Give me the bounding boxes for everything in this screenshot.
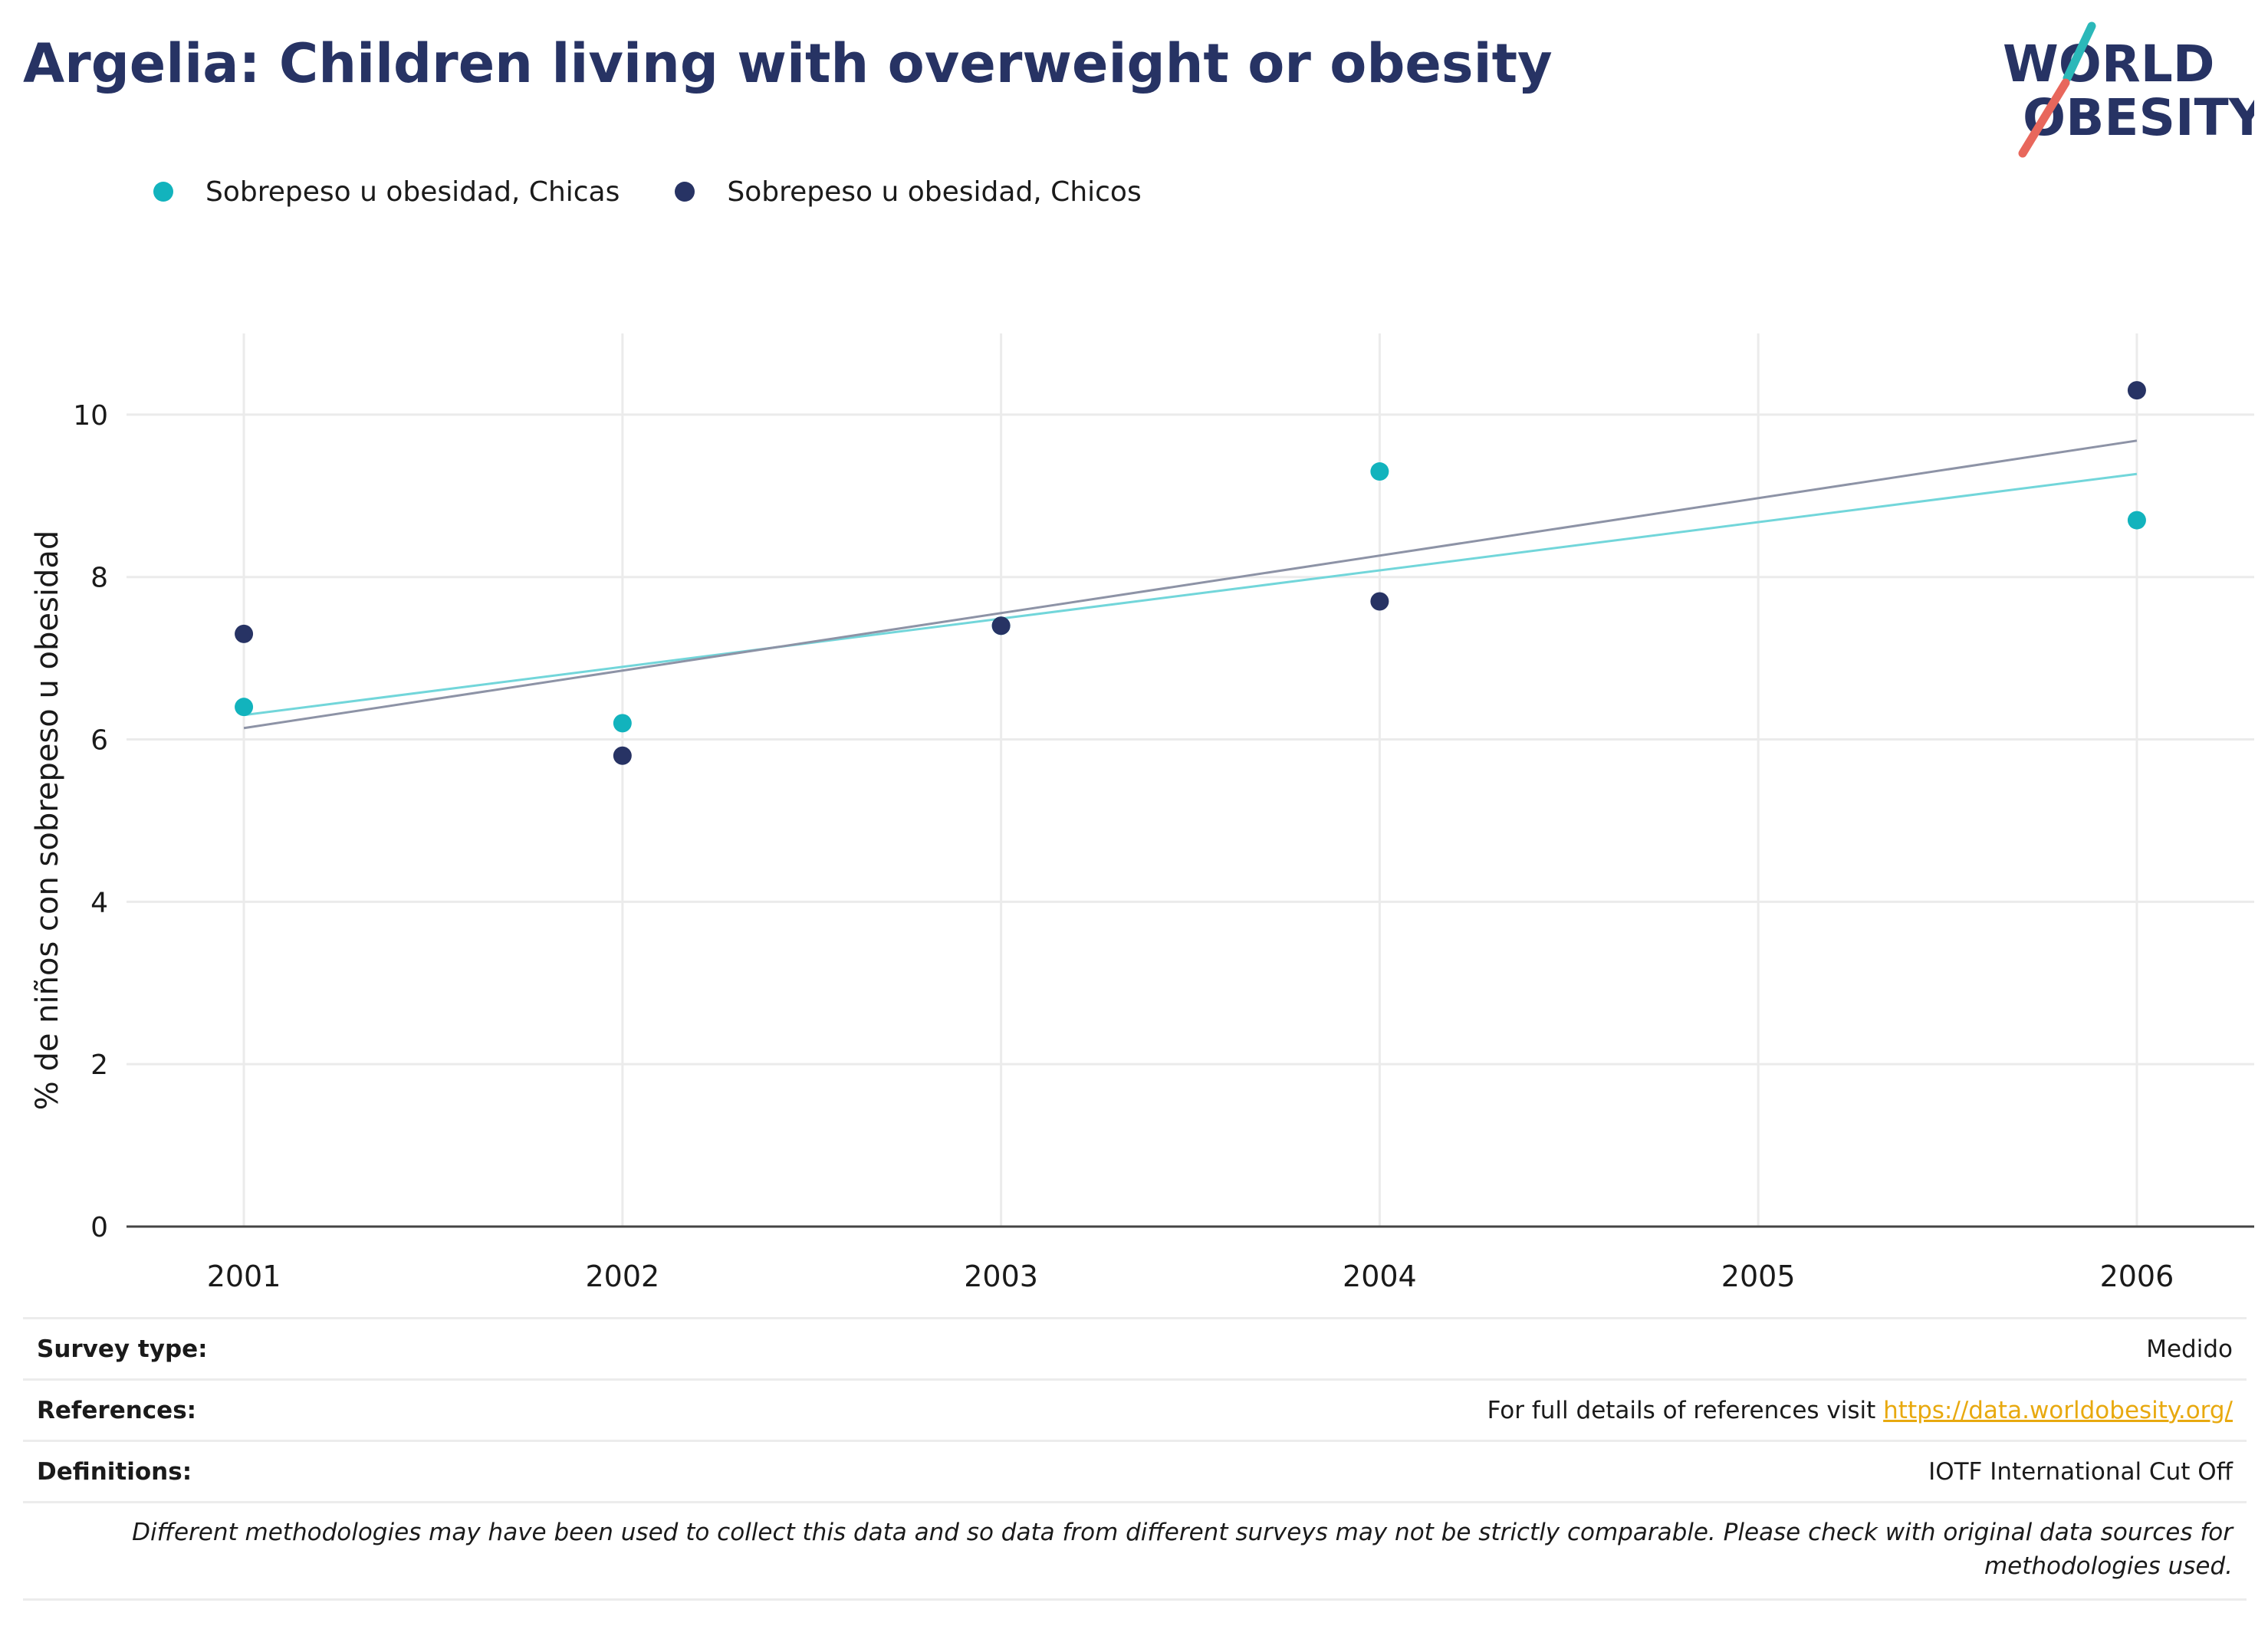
y-tick-label: 4 [90,887,108,918]
trend-line-girls [243,472,2138,717]
data-point-girls [2127,511,2146,530]
legend-dot-girls [153,182,173,202]
data-point-boys [613,746,632,765]
survey-type-label: Survey type: [37,1335,208,1363]
legend-label-boys: Sobrepeso u obesidad, Chicos [727,176,1142,208]
data-point-boys [235,624,254,643]
world-obesity-logo: WORLD OBESITY [2003,21,2254,158]
data-point-boys [2127,381,2146,400]
definitions-label: Definitions: [37,1457,192,1486]
y-tick-label: 6 [90,725,108,757]
references-label: References: [37,1396,197,1424]
chart-footer: Survey type: Medido References: For full… [23,1317,2247,1601]
trend-line-boys [243,439,2138,730]
x-tick-label: 2006 [2100,1260,2174,1293]
x-tick-label: 2005 [1721,1260,1796,1293]
definitions-value: IOTF International Cut Off [1928,1457,2233,1486]
chart-legend: Sobrepeso u obesidad, Chicas Sobrepeso u… [153,175,1197,209]
x-tick-label: 2001 [207,1260,281,1293]
legend-label-girls: Sobrepeso u obesidad, Chicas [205,176,620,208]
y-tick-label: 8 [90,563,108,594]
x-tick-label: 2002 [585,1260,659,1293]
references-value: For full details of references visit htt… [1487,1397,2233,1424]
y-axis-label: % de niños con sobrepeso u obesidad [30,530,65,1111]
x-tick-label: 2004 [1343,1260,1417,1293]
footer-row-references: References: For full details of referenc… [23,1378,2247,1440]
references-prefix: For full details of references visit [1487,1396,1884,1424]
data-point-girls [235,698,254,717]
methodology-note: Different methodologies may have been us… [23,1501,2247,1601]
page-title: Argelia: Children living with overweight… [23,32,1553,95]
logo-slash-teal [2063,21,2096,83]
legend-dot-boys [675,182,695,202]
data-point-girls [1370,462,1389,481]
data-point-girls [613,714,632,733]
y-tick-label: 10 [73,400,108,432]
data-point-boys [991,616,1011,636]
legend-item-girls[interactable]: Sobrepeso u obesidad, Chicas [153,176,620,208]
references-link[interactable]: https://data.worldobesity.org/ [1883,1396,2233,1424]
footer-row-definitions: Definitions: IOTF International Cut Off [23,1440,2247,1501]
survey-type-value: Medido [2146,1335,2233,1363]
legend-item-boys[interactable]: Sobrepeso u obesidad, Chicos [675,176,1142,208]
y-tick-label: 2 [90,1049,108,1081]
data-point-boys [1370,592,1389,611]
footer-row-survey: Survey type: Medido [23,1317,2247,1378]
x-tick-label: 2003 [964,1260,1038,1293]
logo-text-world: WORLD [2003,34,2215,94]
logo-slash-red [2018,78,2070,158]
y-tick-label: 0 [90,1212,108,1243]
scatter-chart: 0 2 4 6 8 10 2001 2002 2003 2004 2005 2006 [73,333,2254,1293]
